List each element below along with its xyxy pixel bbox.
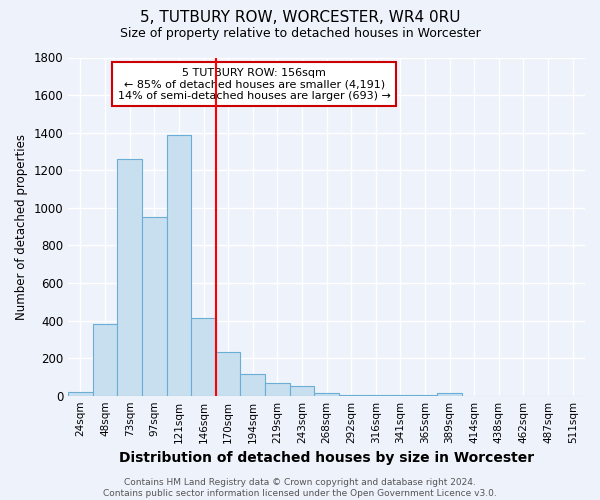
Bar bbox=[191, 318, 216, 396]
Bar bbox=[265, 382, 290, 396]
Bar bbox=[68, 392, 93, 396]
Y-axis label: Number of detached properties: Number of detached properties bbox=[15, 134, 28, 320]
Bar bbox=[339, 395, 364, 396]
Text: Contains HM Land Registry data © Crown copyright and database right 2024.
Contai: Contains HM Land Registry data © Crown c… bbox=[103, 478, 497, 498]
Bar bbox=[290, 386, 314, 396]
Bar bbox=[142, 217, 167, 396]
Text: 5 TUTBURY ROW: 156sqm
← 85% of detached houses are smaller (4,191)
14% of semi-d: 5 TUTBURY ROW: 156sqm ← 85% of detached … bbox=[118, 68, 391, 101]
Bar bbox=[314, 393, 339, 396]
Bar bbox=[93, 324, 118, 396]
Text: 5, TUTBURY ROW, WORCESTER, WR4 0RU: 5, TUTBURY ROW, WORCESTER, WR4 0RU bbox=[140, 10, 460, 25]
Bar bbox=[216, 352, 241, 396]
Bar bbox=[241, 374, 265, 396]
Bar bbox=[167, 134, 191, 396]
Text: Size of property relative to detached houses in Worcester: Size of property relative to detached ho… bbox=[119, 28, 481, 40]
Bar bbox=[388, 394, 413, 396]
Bar bbox=[437, 394, 462, 396]
Bar bbox=[118, 159, 142, 396]
X-axis label: Distribution of detached houses by size in Worcester: Distribution of detached houses by size … bbox=[119, 451, 534, 465]
